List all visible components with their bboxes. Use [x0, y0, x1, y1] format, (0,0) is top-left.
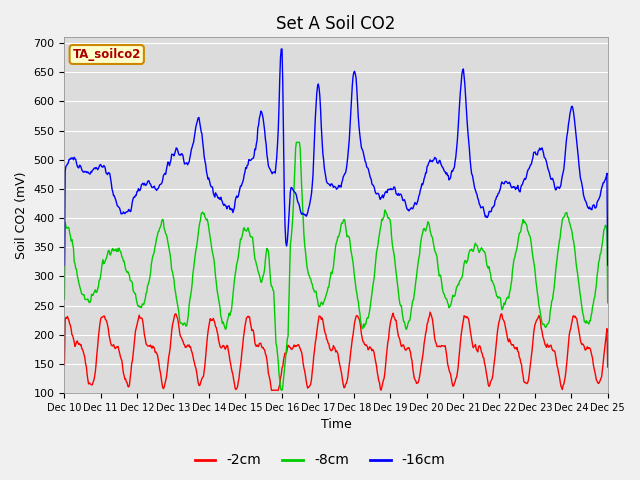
-8cm — [404, 323, 412, 329]
-2cm — [268, 387, 275, 393]
-8cm — [292, 140, 300, 145]
-8cm — [278, 387, 286, 393]
-2cm — [210, 318, 218, 324]
-2cm — [70, 339, 78, 345]
Text: TA_soilco2: TA_soilco2 — [72, 48, 141, 61]
Legend: -2cm, -8cm, -16cm: -2cm, -8cm, -16cm — [189, 448, 451, 473]
-16cm — [403, 205, 410, 211]
-16cm — [277, 46, 285, 52]
-8cm — [70, 259, 78, 264]
Line: -8cm: -8cm — [65, 143, 608, 390]
-2cm — [403, 347, 410, 352]
-8cm — [210, 257, 218, 263]
-8cm — [604, 300, 612, 306]
-16cm — [70, 155, 78, 160]
-8cm — [419, 227, 427, 232]
-2cm — [419, 354, 426, 360]
-16cm — [61, 263, 68, 268]
Y-axis label: Soil CO2 (mV): Soil CO2 (mV) — [15, 171, 28, 259]
-2cm — [182, 345, 189, 350]
-16cm — [126, 209, 134, 215]
-16cm — [419, 182, 426, 188]
-16cm — [182, 160, 189, 166]
-8cm — [182, 322, 189, 327]
X-axis label: Time: Time — [321, 419, 351, 432]
Line: -2cm: -2cm — [65, 312, 608, 390]
-16cm — [604, 262, 612, 268]
-2cm — [61, 362, 68, 368]
-2cm — [126, 375, 134, 381]
-2cm — [426, 309, 434, 315]
-2cm — [604, 364, 612, 370]
-16cm — [210, 192, 218, 198]
-8cm — [126, 277, 134, 283]
Line: -16cm: -16cm — [65, 49, 608, 265]
Title: Set A Soil CO2: Set A Soil CO2 — [276, 15, 396, 33]
-8cm — [61, 296, 68, 302]
